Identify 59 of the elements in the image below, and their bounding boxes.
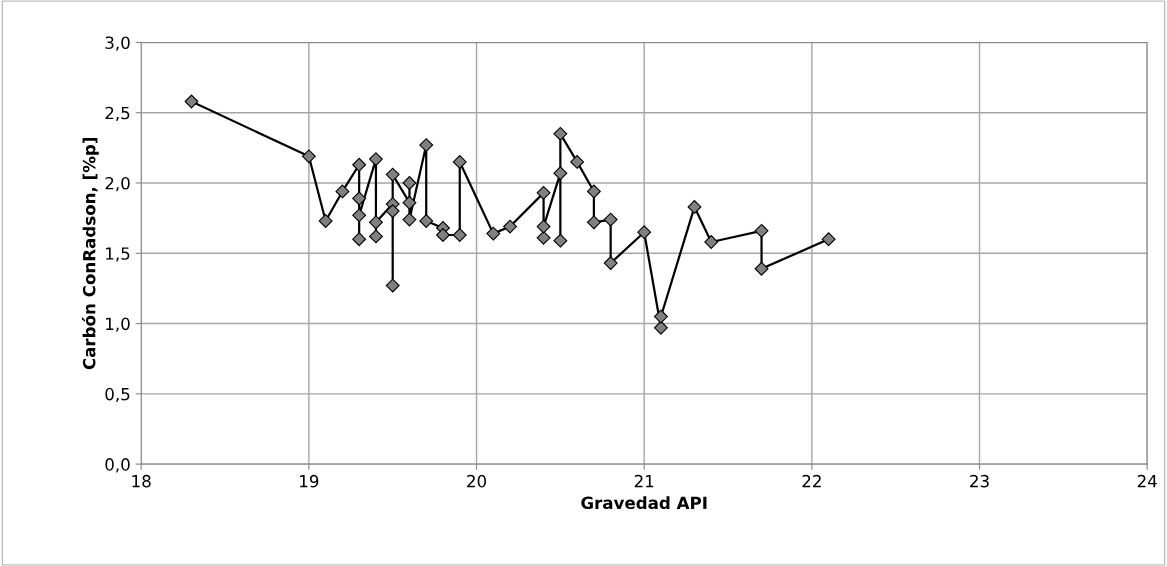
point bbox=[352, 157, 367, 172]
point bbox=[368, 229, 383, 244]
point bbox=[352, 191, 367, 206]
y-tick-label: 0,0 bbox=[105, 458, 130, 473]
point bbox=[637, 225, 652, 240]
point bbox=[687, 199, 702, 214]
x-tick-label: 21 bbox=[634, 474, 654, 488]
point bbox=[385, 278, 400, 293]
point bbox=[603, 212, 618, 227]
y-tick-label: 3,0 bbox=[105, 36, 130, 51]
point bbox=[821, 232, 836, 247]
point bbox=[402, 176, 417, 190]
point bbox=[385, 167, 400, 182]
x-tick-label: 22 bbox=[802, 474, 821, 488]
point bbox=[704, 235, 719, 249]
x-axis-title: Gravedad API bbox=[581, 496, 707, 510]
point bbox=[385, 204, 400, 219]
point bbox=[553, 126, 568, 141]
y-tick-label: 0,5 bbox=[105, 387, 130, 403]
point bbox=[486, 226, 501, 241]
point bbox=[318, 214, 333, 228]
point bbox=[570, 154, 585, 169]
y-tick-label: 2,0 bbox=[105, 176, 130, 192]
point bbox=[654, 309, 668, 324]
point bbox=[352, 232, 367, 247]
y-tick-label: 2,5 bbox=[105, 106, 130, 121]
y-tick-label: 1,0 bbox=[106, 317, 130, 332]
x-tick-label: 24 bbox=[1137, 474, 1157, 488]
x-tick-label: 20 bbox=[467, 474, 487, 488]
point bbox=[368, 215, 383, 230]
x-tick-label: 18 bbox=[132, 474, 151, 488]
point bbox=[452, 228, 467, 242]
point bbox=[754, 223, 769, 238]
x-tick-label: 23 bbox=[970, 474, 989, 488]
point bbox=[368, 152, 383, 167]
point bbox=[586, 184, 601, 199]
point bbox=[402, 212, 417, 227]
point bbox=[536, 219, 551, 234]
point bbox=[553, 166, 568, 181]
y-axis-title: Carbón ConRadson, [%p] bbox=[81, 137, 99, 370]
point bbox=[553, 233, 568, 248]
point bbox=[536, 230, 551, 245]
x-tick-label: 19 bbox=[300, 474, 319, 488]
point bbox=[654, 320, 668, 335]
point bbox=[335, 184, 350, 199]
point bbox=[352, 208, 367, 223]
point bbox=[536, 185, 551, 200]
point bbox=[603, 256, 618, 271]
point bbox=[419, 138, 434, 152]
point bbox=[436, 228, 450, 242]
point bbox=[503, 219, 517, 234]
point bbox=[301, 149, 316, 164]
point bbox=[402, 195, 417, 210]
point bbox=[184, 94, 199, 109]
point bbox=[586, 215, 601, 230]
y-tick-label: 1,5 bbox=[106, 247, 130, 262]
point bbox=[754, 261, 769, 276]
point bbox=[452, 154, 467, 169]
point bbox=[419, 214, 434, 228]
